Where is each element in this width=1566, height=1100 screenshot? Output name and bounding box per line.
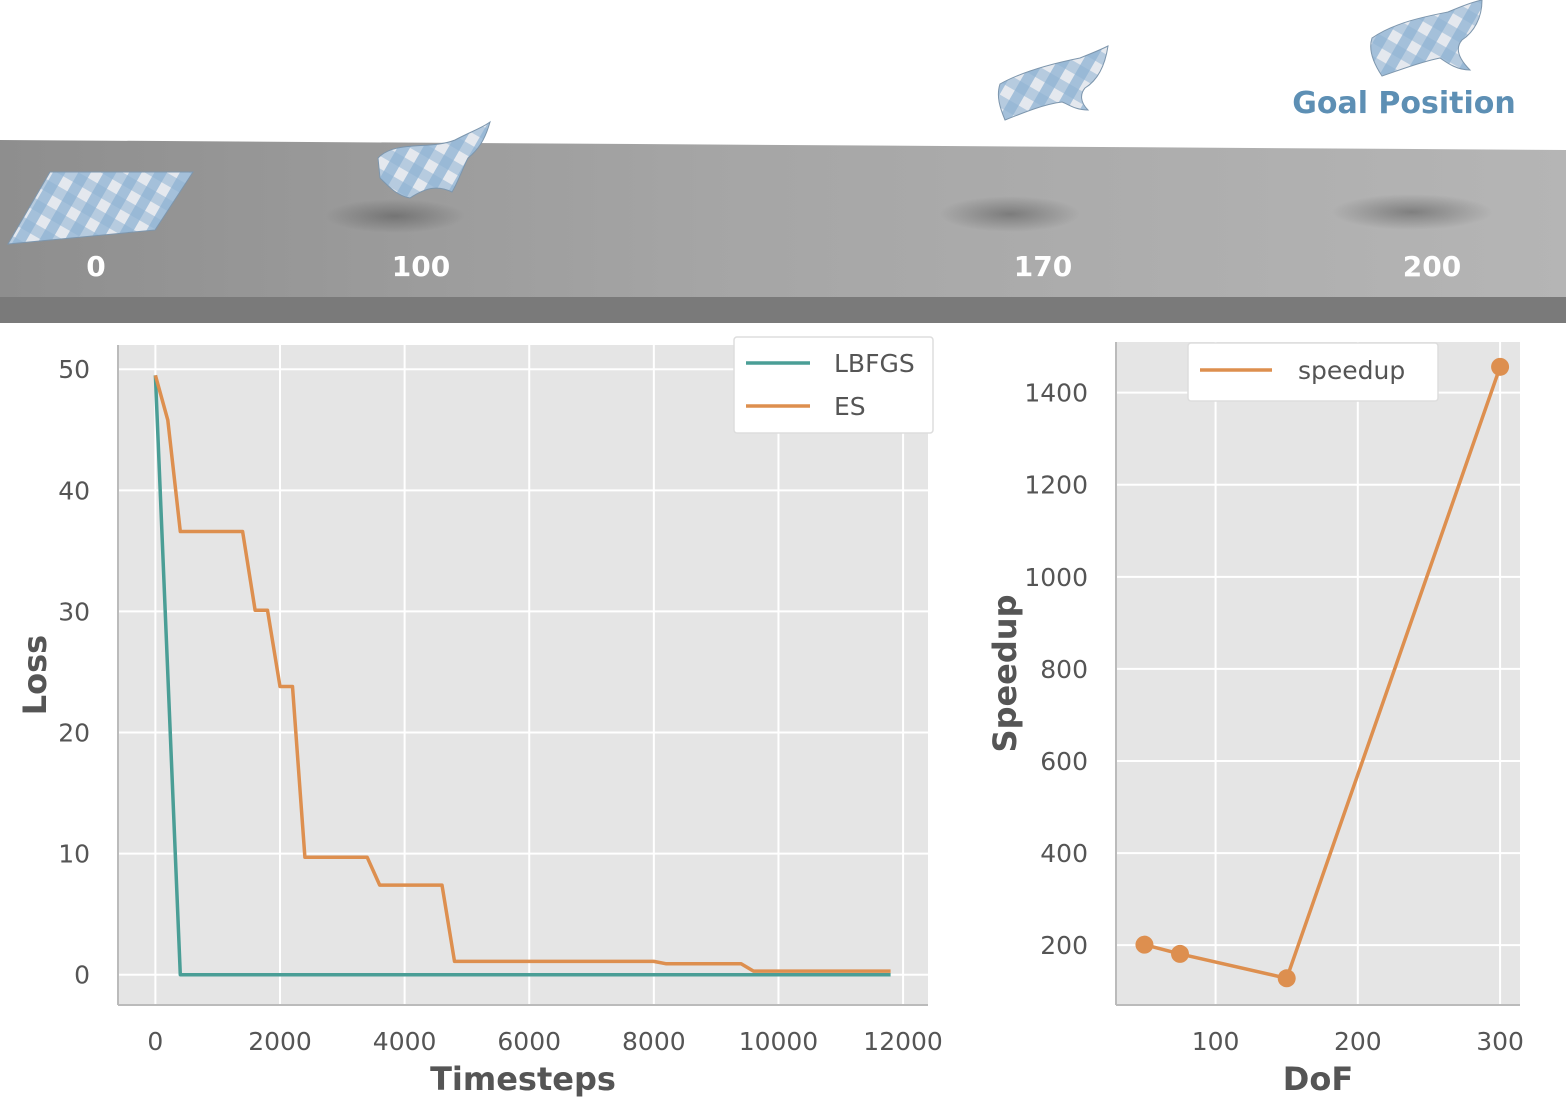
cloth-frame-170 <box>997 45 1109 121</box>
plot-area <box>118 345 928 1005</box>
y-tick-label: 50 <box>58 355 90 384</box>
frame-label-170: 170 <box>1014 250 1072 283</box>
x-tick-label: 100 <box>1192 1027 1240 1056</box>
x-tick-label: 0 <box>147 1027 163 1056</box>
y-tick-label: 1400 <box>1024 379 1088 408</box>
plot-area <box>1116 342 1520 1005</box>
x-tick-label: 200 <box>1334 1027 1382 1056</box>
frame-label-100: 100 <box>392 250 450 283</box>
cloth-shadow-200 <box>1332 194 1492 230</box>
y-tick-label: 800 <box>1040 655 1088 684</box>
frame-label-200: 200 <box>1403 250 1461 283</box>
floor <box>0 140 1566 300</box>
legend-label-speedup: speedup <box>1298 356 1405 385</box>
loss-chart: 0 2000 4000 6000 8000 10000 12000 0 10 20 30 40 50 Ti… <box>16 336 943 1099</box>
data-point <box>1491 357 1510 376</box>
x-tick-label: 300 <box>1476 1027 1524 1056</box>
y-tick-label: 20 <box>58 719 90 748</box>
y-tick-label: 40 <box>58 476 90 505</box>
x-axis-title: Timesteps <box>430 1060 616 1098</box>
data-point <box>1171 944 1190 963</box>
x-tick-label: 12000 <box>863 1027 943 1056</box>
y-tick-label: 10 <box>58 840 90 869</box>
x-tick-label: 2000 <box>248 1027 312 1056</box>
series-line-lbfgs <box>153 375 891 977</box>
x-tick-label: 8000 <box>622 1027 686 1056</box>
y-tick-label: 1200 <box>1024 471 1088 500</box>
cloth-shadow-100 <box>325 199 465 233</box>
y-tick-label: 400 <box>1040 839 1088 868</box>
cloth-frame-100 <box>377 120 491 199</box>
y-tick-label: 30 <box>58 597 90 626</box>
legend-box <box>733 336 934 434</box>
cloth-frame-0 <box>7 171 194 245</box>
x-tick-label: 4000 <box>373 1027 437 1056</box>
y-tick-label: 0 <box>74 961 90 990</box>
legend-label-es: ES <box>834 392 866 421</box>
series-line-speedup <box>1144 366 1502 981</box>
data-point <box>1135 935 1154 954</box>
legend-label-lbfgs: LBFGS <box>834 349 915 378</box>
x-tick-label: 10000 <box>739 1027 819 1056</box>
data-point <box>1277 969 1296 988</box>
goal-position-label: Goal Position <box>1292 86 1516 121</box>
simulation-scene: Goal Position 0 100 170 200 <box>0 0 1566 323</box>
legend-box <box>1187 342 1439 402</box>
x-tick-label: 6000 <box>497 1027 561 1056</box>
frame-label-0: 0 <box>86 250 105 283</box>
x-axis-title: DoF <box>1283 1060 1353 1098</box>
floor-edge <box>0 297 1566 323</box>
cloth-goal <box>1370 0 1483 77</box>
y-axis-title: Speedup <box>986 595 1024 753</box>
y-axis-title: Loss <box>16 635 54 715</box>
speedup-chart: 100 200 300 200 400 600 800 1000 1200 1400 DoF Spee… <box>986 342 1524 1099</box>
charts-area: 0 2000 4000 6000 8000 10000 12000 0 10 20 30 40 50 Ti… <box>16 336 1524 1099</box>
cloth-shadow-170 <box>940 196 1080 232</box>
series-line-es <box>153 374 891 973</box>
y-tick-label: 600 <box>1040 747 1088 776</box>
y-tick-label: 1000 <box>1024 563 1088 592</box>
y-tick-label: 200 <box>1040 931 1088 960</box>
